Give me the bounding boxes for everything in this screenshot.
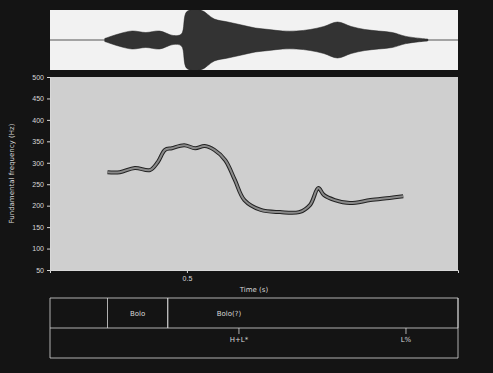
y-tick-label: 100 — [32, 245, 44, 252]
x-tick-label: 0.5 — [183, 275, 193, 282]
y-tick-label: 450 — [32, 95, 44, 102]
y-tick: 250 — [32, 181, 50, 188]
y-tick-label: 150 — [32, 224, 44, 231]
y-tick-mark — [47, 249, 50, 250]
interval-start — [167, 298, 168, 328]
y-tick-label: 300 — [32, 160, 44, 167]
interval-end — [167, 298, 168, 328]
x-tick: 0.5 — [183, 270, 193, 282]
x-axis-title: Time (s) — [239, 286, 269, 294]
waveform-panel — [50, 10, 458, 70]
y-tick: 500 — [32, 74, 50, 81]
y-tick: 350 — [32, 138, 50, 145]
tier-edge — [458, 298, 459, 358]
interval-label: Bolo — [130, 310, 145, 318]
y-tick-mark — [47, 141, 50, 142]
tier-border — [50, 358, 458, 359]
tier-border — [50, 298, 458, 299]
tier-border — [50, 328, 458, 329]
y-tick-label: 250 — [32, 181, 44, 188]
y-axis-line — [47, 78, 51, 271]
interval-start — [107, 298, 108, 328]
waveform — [105, 10, 428, 70]
x-axis: 0.5 — [51, 270, 459, 282]
y-tick-label: 50 — [36, 267, 44, 274]
plot-background — [50, 77, 458, 270]
y-tick-label: 350 — [32, 138, 44, 145]
y-tick: 100 — [32, 245, 50, 252]
point-mark — [238, 328, 239, 334]
tiers: Bolo Bolo(?) H+L* L% — [50, 298, 458, 358]
x-tick-mark — [187, 270, 188, 273]
y-tick-mark — [47, 163, 50, 164]
y-tick: 300 — [32, 160, 50, 167]
y-tick: 150 — [32, 224, 50, 231]
y-tick-mark — [47, 227, 50, 228]
y-tick-label: 400 — [32, 117, 44, 124]
point-mark — [405, 328, 406, 334]
y-tick-mark — [47, 206, 50, 207]
y-tick: 200 — [32, 202, 50, 209]
y-axis-title: Fundamental frequency (Hz) — [8, 123, 16, 223]
y-tick-mark — [47, 77, 50, 78]
chart: 50 100 150 200 250 300 350 400 450 500 0.5 Fundamen… — [0, 0, 493, 373]
point-label: L% — [401, 336, 412, 344]
y-tick-mark — [47, 120, 50, 121]
y-axis: 50 100 150 200 250 300 350 400 450 500 — [32, 74, 50, 274]
tier-edge — [50, 298, 51, 358]
y-tick-mark — [47, 270, 50, 271]
y-tick-mark — [47, 184, 50, 185]
interval-end — [458, 298, 459, 328]
y-tick-label: 500 — [32, 74, 44, 81]
y-tick: 50 — [36, 267, 50, 274]
y-tick: 400 — [32, 117, 50, 124]
waveform-group — [50, 10, 458, 70]
pitch-line-outline — [108, 145, 404, 213]
point-label: H+L* — [230, 336, 249, 344]
pitch-line — [108, 145, 404, 213]
plot-group — [108, 145, 404, 213]
interval-label: Bolo(?) — [217, 310, 242, 318]
y-tick-label: 200 — [32, 202, 44, 209]
x-axis-line — [51, 271, 459, 274]
y-tick-mark — [47, 98, 50, 99]
y-tick: 450 — [32, 95, 50, 102]
